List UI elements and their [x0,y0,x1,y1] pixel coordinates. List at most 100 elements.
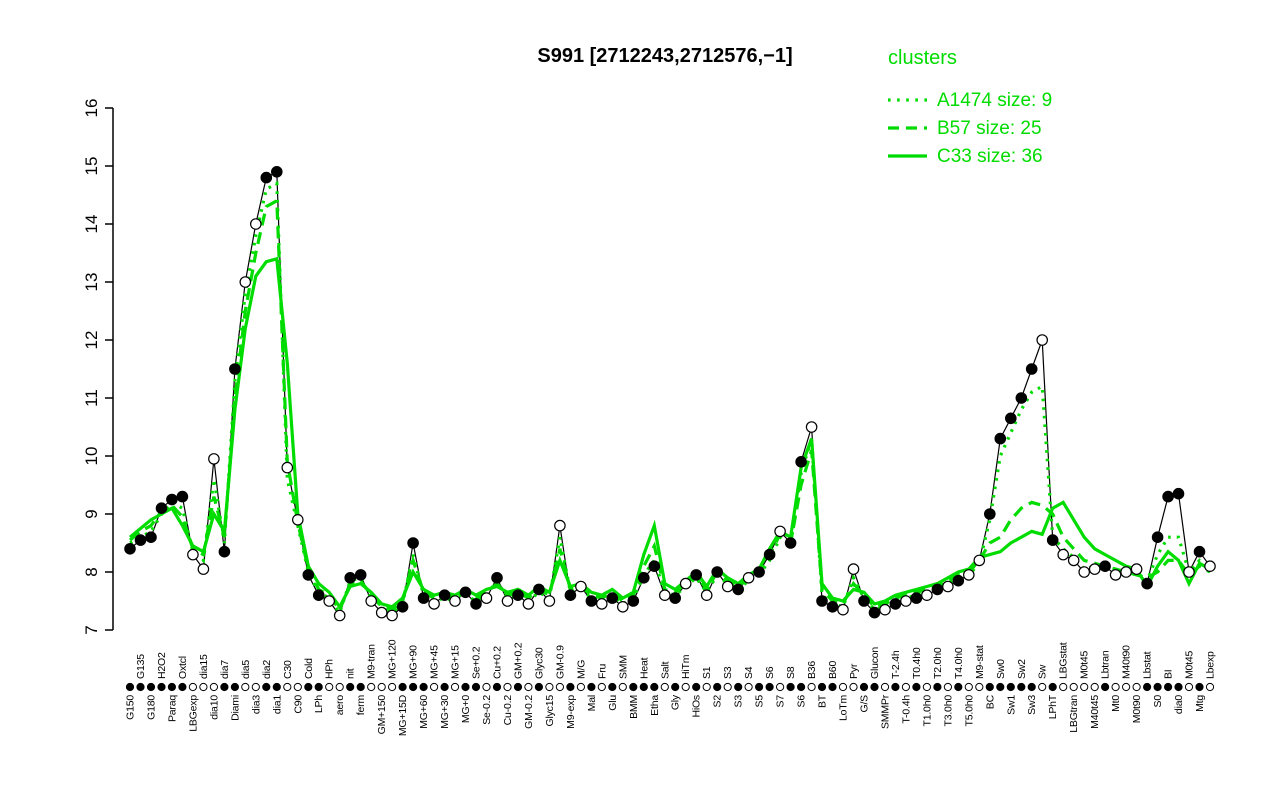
data-point-open [742,571,755,584]
data-point-open [774,525,786,538]
x-label: B60 [827,661,839,679]
condition-marker-open [702,682,711,692]
data-point-open [386,609,398,622]
condition-marker-filled [230,682,239,692]
x-label: S8 [785,666,797,679]
data-point-filled [459,586,472,599]
condition-marker-filled [157,682,166,692]
data-point-open [721,580,734,593]
condition-marker-open [188,682,197,692]
condition-marker-filled [513,682,523,692]
condition-marker-filled [346,682,355,692]
x-label: Lbexp [1205,651,1217,679]
condition-marker-filled [356,682,365,692]
legend-entry-label: A1474 size: 9 [937,90,1052,111]
y-tick-label: 7 [82,625,101,634]
condition-marker-open [430,682,439,692]
x-label: BC [984,694,996,709]
condition-marker-filled [859,682,869,692]
condition-marker-open [723,682,732,692]
x-label: M40t90 [1121,645,1133,679]
data-point-filled [858,595,870,607]
x-label: BT [817,694,829,708]
data-point-open [187,548,199,561]
condition-marker-filled [755,682,764,692]
condition-marker-filled [765,682,774,692]
data-point-open [900,595,912,607]
data-point-open [1183,566,1195,578]
condition-marker-filled [440,682,449,692]
data-point-open [679,577,692,590]
condition-marker-open [1059,682,1068,692]
condition-marker-filled [1048,682,1057,692]
data-point-open [250,218,262,230]
condition-marker-filled [912,682,921,692]
data-point-open [239,276,252,288]
y-tick-label: 8 [82,567,101,576]
legend-title: clusters [888,47,957,69]
x-label: dia15 [198,654,210,679]
x-label: Cu+0.2 [492,646,504,679]
condition-marker-filled [650,682,659,692]
condition-marker-filled [1153,682,1162,692]
x-label: T5.0h0 [963,695,975,727]
legend: A1474 size: 9 B57 size: 25 C33 size: 36 [888,90,1052,167]
data-point-open [962,569,975,581]
data-point-open [837,603,849,616]
condition-marker-filled [1101,682,1110,692]
data-point-filled [585,595,598,607]
x-label: MG+120 [387,639,399,679]
plot-area: 7 8 9 10 11 12 13 14 15 16 G150 G135 G180 H2O2 Paraq Ox… [82,90,1217,736]
x-label: Heat [638,657,650,679]
condition-marker-filled [692,682,701,692]
x-label: LBGtran [1068,695,1080,733]
data-point-filled [344,571,356,584]
x-label: LBGexp [187,695,199,732]
x-label: MG+60 [418,695,430,729]
condition-marker-open [1069,682,1078,692]
x-label: HiOs [691,695,703,718]
data-point-filled [1015,392,1028,404]
data-point-filled [931,583,944,596]
x-label: Glyc15 [544,695,556,727]
data-point-open [291,513,304,526]
data-point-open [575,580,587,593]
x-label: SMM [617,655,629,679]
condition-marker-filled [167,682,176,692]
x-label: Sw [1037,664,1049,679]
condition-marker-open [1205,682,1215,692]
data-point-filled [784,537,797,549]
x-label: S5 [754,695,766,708]
x-label: Lbtran [1100,650,1112,679]
data-point-open [1088,563,1101,575]
x-label: Se+0.2 [471,646,483,679]
condition-marker-filled [629,682,638,692]
data-point-filled [491,571,503,584]
x-label: G150 [125,695,137,720]
condition-marker-open [367,682,376,692]
condition-marker-filled [996,682,1005,692]
condition-marker-filled [734,682,743,692]
x-label: SMMPr [880,694,892,729]
data-point-open [879,603,891,616]
condition-marker-open [283,682,292,692]
condition-marker-open [524,682,533,692]
series-line-c33-size-36 [128,256,1211,610]
condition-marker-open [943,682,953,692]
data-point-filled [417,592,430,604]
x-label: Sw3 [1026,695,1038,715]
x-label: aero [334,695,346,716]
data-point-open [1120,566,1132,578]
data-point-filled [1099,560,1111,572]
data-point-filled [218,545,231,558]
x-label: dia7 [219,660,231,679]
y-tick-label: 15 [82,157,101,176]
data-point-filled [396,600,409,613]
condition-marker-filled [136,682,145,692]
y-axis: 7 8 9 10 11 12 13 14 15 16 [82,99,114,635]
condition-marker-open [1184,682,1194,692]
condition-marker-filled [220,682,229,692]
data-point-filled [1046,534,1059,546]
condition-marker-open [503,682,512,692]
data-point-filled [533,583,545,596]
